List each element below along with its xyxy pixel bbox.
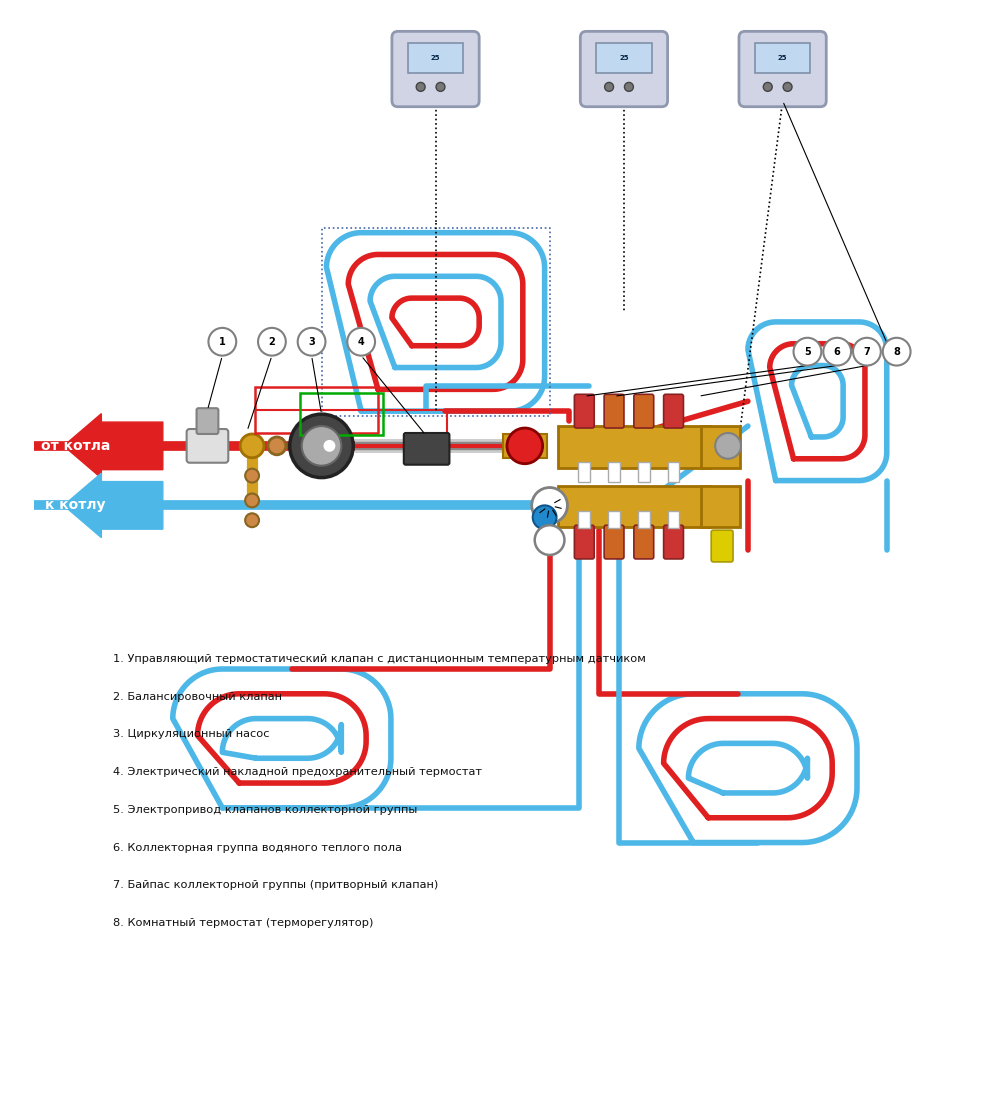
FancyBboxPatch shape (392, 32, 479, 107)
Circle shape (416, 82, 425, 91)
Circle shape (258, 328, 286, 355)
Circle shape (208, 328, 236, 355)
FancyBboxPatch shape (574, 525, 594, 559)
FancyBboxPatch shape (596, 43, 652, 73)
Text: 8. Комнатный термостат (терморегулятор): 8. Комнатный термостат (терморегулятор) (113, 917, 374, 928)
Circle shape (507, 428, 543, 464)
Circle shape (783, 82, 792, 91)
Circle shape (245, 469, 259, 483)
FancyBboxPatch shape (503, 434, 547, 458)
Circle shape (347, 328, 375, 355)
Text: от котла: от котла (41, 439, 110, 453)
Circle shape (436, 82, 445, 91)
FancyBboxPatch shape (197, 408, 218, 435)
Text: 6. Коллекторная группа водяного теплого пола: 6. Коллекторная группа водяного теплого … (113, 843, 402, 852)
FancyBboxPatch shape (739, 32, 826, 107)
FancyBboxPatch shape (608, 512, 620, 528)
FancyArrow shape (64, 473, 163, 538)
FancyBboxPatch shape (701, 426, 740, 467)
FancyBboxPatch shape (634, 525, 654, 559)
FancyBboxPatch shape (638, 462, 650, 482)
Circle shape (823, 338, 851, 365)
FancyBboxPatch shape (408, 43, 463, 73)
Text: 1. Управляющий термостатический клапан с дистанционным температурным датчиком: 1. Управляющий термостатический клапан с… (113, 654, 646, 664)
FancyBboxPatch shape (701, 485, 740, 527)
FancyBboxPatch shape (664, 525, 683, 559)
FancyBboxPatch shape (664, 394, 683, 428)
Text: к котлу: к котлу (45, 498, 106, 513)
FancyBboxPatch shape (574, 394, 594, 428)
Circle shape (624, 82, 633, 91)
FancyBboxPatch shape (558, 485, 710, 527)
Circle shape (532, 487, 567, 524)
Circle shape (883, 338, 911, 365)
FancyBboxPatch shape (668, 462, 679, 482)
FancyBboxPatch shape (578, 512, 590, 528)
Circle shape (605, 82, 614, 91)
Text: 7. Байпас коллекторной группы (притворный клапан): 7. Байпас коллекторной группы (притворны… (113, 880, 438, 890)
FancyBboxPatch shape (608, 462, 620, 482)
Text: 4: 4 (358, 337, 365, 346)
Text: 25: 25 (431, 55, 440, 62)
Circle shape (302, 426, 341, 465)
Text: 3: 3 (308, 337, 315, 346)
Text: 4. Электрический накладной предохранительный термостат: 4. Электрический накладной предохранител… (113, 767, 482, 778)
FancyBboxPatch shape (711, 530, 733, 562)
FancyBboxPatch shape (580, 32, 668, 107)
Text: 25: 25 (778, 55, 787, 62)
Text: 1: 1 (219, 337, 226, 346)
FancyBboxPatch shape (404, 433, 449, 464)
Text: 3. Циркуляционный насос: 3. Циркуляционный насос (113, 729, 270, 739)
Circle shape (533, 505, 557, 529)
Text: 5: 5 (804, 346, 811, 356)
FancyBboxPatch shape (558, 426, 710, 467)
Text: 2. Балансировочный клапан: 2. Балансировочный клапан (113, 692, 282, 702)
Circle shape (245, 514, 259, 527)
Text: 2: 2 (269, 337, 275, 346)
Text: 5. Электропривод клапанов коллекторной группы: 5. Электропривод клапанов коллекторной г… (113, 805, 418, 815)
FancyBboxPatch shape (634, 394, 654, 428)
Circle shape (323, 440, 335, 452)
FancyBboxPatch shape (755, 43, 810, 73)
FancyBboxPatch shape (604, 394, 624, 428)
Circle shape (298, 328, 325, 355)
Circle shape (290, 414, 353, 477)
Circle shape (794, 338, 821, 365)
FancyBboxPatch shape (187, 429, 228, 463)
FancyBboxPatch shape (578, 462, 590, 482)
Circle shape (715, 433, 741, 459)
Text: 7: 7 (864, 346, 870, 356)
Text: 25: 25 (619, 55, 629, 62)
Circle shape (268, 437, 286, 454)
Circle shape (763, 82, 772, 91)
FancyBboxPatch shape (604, 525, 624, 559)
Circle shape (853, 338, 881, 365)
Text: 8: 8 (893, 346, 900, 356)
FancyArrow shape (64, 414, 163, 478)
Circle shape (240, 434, 264, 458)
FancyBboxPatch shape (638, 512, 650, 528)
FancyBboxPatch shape (668, 512, 679, 528)
Circle shape (535, 525, 564, 556)
Circle shape (245, 494, 259, 507)
Text: 6: 6 (834, 346, 841, 356)
